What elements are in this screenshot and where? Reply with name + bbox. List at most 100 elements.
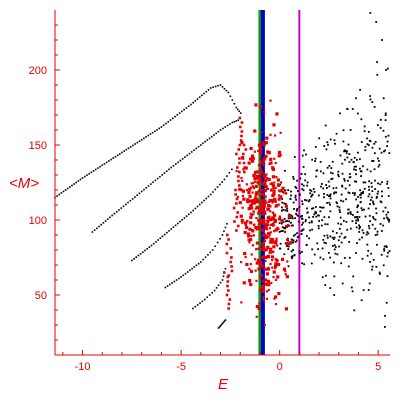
data-point — [358, 158, 361, 161]
data-point — [227, 91, 230, 94]
data-point — [187, 105, 190, 108]
data-point — [373, 168, 376, 171]
data-point — [288, 213, 291, 216]
data-point — [183, 108, 185, 111]
data-point — [358, 224, 360, 227]
data-point — [304, 220, 307, 223]
data-point — [257, 225, 260, 228]
data-point — [362, 165, 364, 168]
data-point — [231, 121, 234, 124]
data-point — [388, 220, 390, 223]
data-point — [66, 187, 69, 190]
data-point — [286, 220, 288, 222]
data-point — [247, 161, 251, 165]
data-point — [375, 265, 378, 268]
data-point — [304, 219, 307, 221]
data-point — [369, 260, 371, 263]
data-point — [245, 183, 248, 186]
data-point — [350, 286, 353, 289]
data-point — [371, 223, 374, 226]
data-point — [226, 284, 229, 288]
data-point — [279, 242, 282, 245]
data-point — [296, 232, 298, 235]
data-point — [250, 186, 253, 189]
data-point — [308, 221, 311, 224]
data-point — [272, 189, 276, 193]
data-point — [252, 210, 255, 213]
data-point — [382, 97, 385, 100]
data-point — [319, 160, 322, 163]
data-point — [355, 226, 358, 229]
data-point — [314, 211, 317, 213]
data-point — [269, 247, 273, 251]
data-point — [359, 201, 362, 204]
data-point — [329, 235, 332, 238]
data-point — [302, 189, 305, 192]
data-point — [214, 188, 217, 191]
data-point — [111, 214, 113, 217]
data-point — [291, 224, 293, 227]
data-point — [273, 181, 276, 184]
data-point — [358, 231, 361, 233]
data-point — [99, 165, 101, 168]
data-point — [147, 134, 150, 137]
data-point — [217, 284, 220, 287]
data-point — [258, 194, 261, 197]
data-point — [335, 186, 338, 189]
data-point — [254, 258, 257, 261]
data-point — [300, 233, 303, 235]
data-point — [280, 181, 283, 184]
data-point — [336, 253, 339, 256]
data-point — [259, 222, 262, 225]
data-point — [317, 225, 320, 227]
data-point — [382, 224, 385, 227]
data-point — [255, 304, 259, 309]
data-point — [277, 262, 281, 267]
data-point — [132, 144, 134, 147]
data-point — [233, 102, 236, 105]
data-point — [192, 209, 194, 212]
data-point — [177, 222, 179, 225]
data-point — [364, 145, 367, 148]
data-point — [142, 251, 144, 253]
data-point — [168, 168, 170, 171]
data-point — [272, 187, 275, 190]
data-point — [348, 184, 351, 187]
data-point — [170, 166, 173, 169]
data-point — [213, 289, 216, 292]
data-point — [334, 246, 337, 248]
data-point — [262, 159, 266, 162]
data-point — [217, 130, 220, 133]
data-point — [274, 262, 278, 266]
data-point — [260, 220, 263, 223]
data-point — [367, 224, 370, 227]
data-point — [228, 171, 231, 174]
data-point — [223, 87, 226, 90]
data-point — [366, 243, 369, 246]
data-point — [385, 245, 388, 248]
data-point — [129, 199, 132, 202]
data-point — [145, 136, 147, 138]
data-point — [320, 224, 323, 227]
data-point — [333, 275, 336, 278]
data-point — [270, 237, 274, 242]
data-point — [335, 191, 338, 194]
data-point — [229, 95, 232, 98]
data-point — [276, 226, 279, 229]
data-point — [109, 216, 111, 219]
data-point — [326, 141, 329, 144]
data-point — [251, 159, 255, 162]
data-point — [262, 142, 266, 147]
data-point — [238, 110, 241, 113]
data-point — [341, 184, 343, 187]
data-point — [310, 221, 313, 224]
data-point — [221, 181, 223, 183]
data-point — [326, 201, 328, 204]
data-point — [143, 188, 145, 191]
data-point — [241, 206, 244, 209]
data-point — [225, 293, 229, 297]
data-point — [292, 176, 295, 178]
data-point — [270, 188, 273, 191]
data-point — [324, 223, 327, 226]
data-point — [360, 170, 363, 173]
